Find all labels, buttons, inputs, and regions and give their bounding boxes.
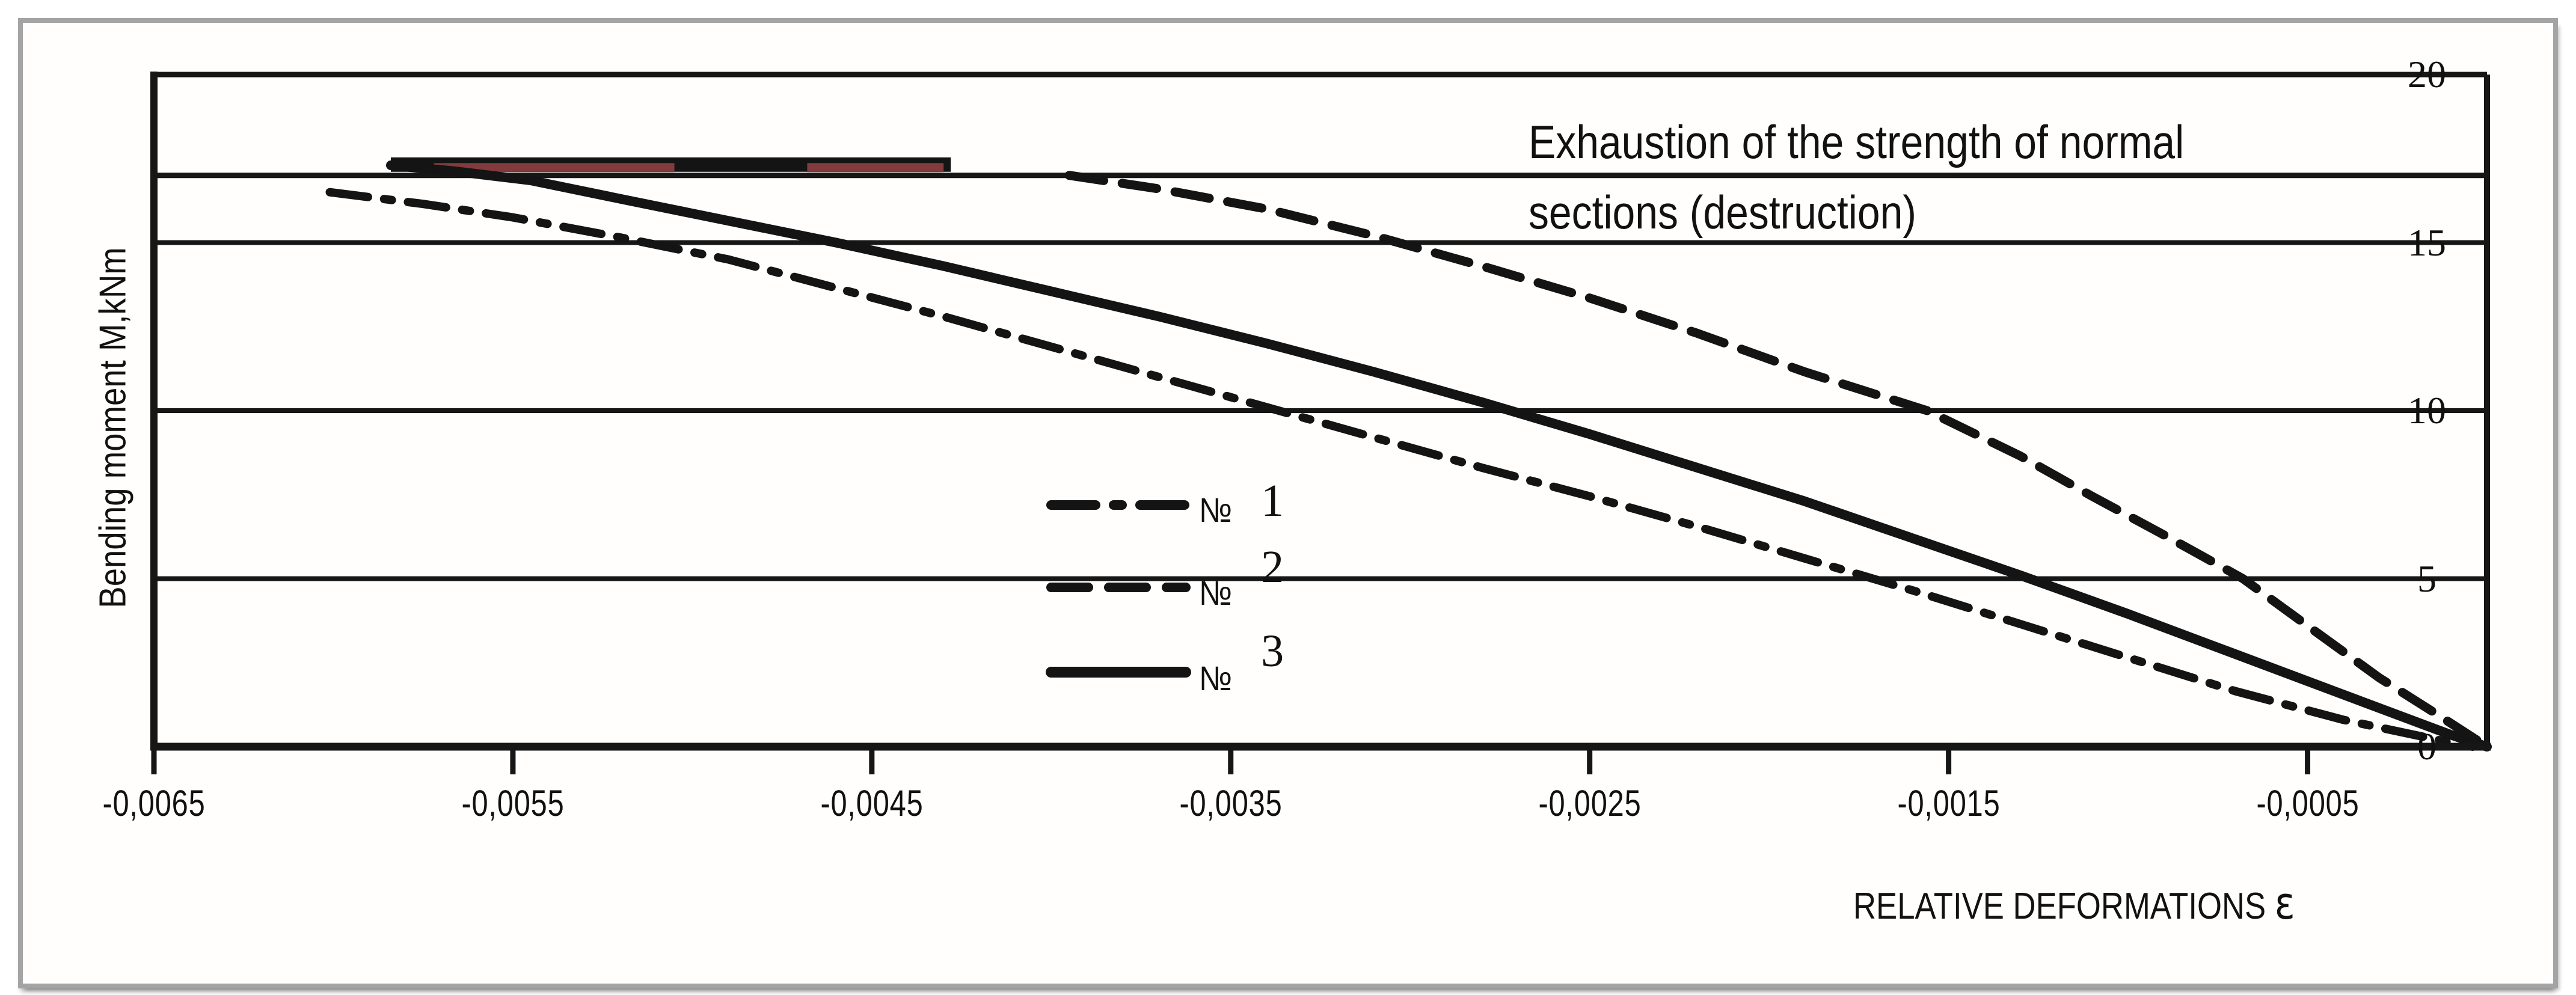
x-axis-title: RELATIVE DEFORMATIONS ε: [1853, 878, 2295, 929]
y-tick-label-0: 0: [2417, 725, 2436, 768]
legend-no-sign: №: [1199, 491, 1233, 530]
curve-№-2: [1064, 171, 2492, 752]
chart-title-line1: Exhaustion of the strength of normal: [1529, 115, 2185, 168]
legend-item-2: №2: [1199, 542, 1284, 616]
x-tick-label-7: -0,0005: [2256, 783, 2360, 824]
curve-№-1: [325, 188, 2477, 751]
y-tick-label-10: 10: [2408, 389, 2446, 432]
chart-title: Exhaustion of the strength of normal sec…: [1529, 107, 2184, 248]
legend-number: 3: [1261, 626, 1284, 676]
legend-item-3: №3: [1199, 626, 1284, 702]
y-tick-label-5: 5: [2417, 557, 2436, 600]
legend-number: 2: [1261, 542, 1284, 592]
x-tick-label-2: -0,0055: [461, 783, 565, 824]
legend-number: 1: [1261, 476, 1284, 526]
legend-item-1: № 1: [1199, 476, 1284, 533]
x-tick-label-4: -0,0035: [1179, 783, 1283, 824]
x-tick-label-5: -0,0025: [1538, 783, 1642, 824]
legend-no-sign: №: [1199, 574, 1233, 613]
y-axis-title: Bending moment M,kNm: [92, 247, 134, 608]
curve-№-3: [386, 160, 2492, 752]
chart-title-line2: sections (destruction): [1529, 186, 1916, 239]
x-tick-label-3: -0,0045: [820, 783, 924, 824]
x-tick-label-6: -0,0015: [1897, 783, 2001, 824]
epsilon-symbol: ε: [2274, 878, 2295, 929]
y-tick-label-15: 15: [2408, 221, 2446, 264]
x-axis-title-text: RELATIVE DEFORMATIONS: [1853, 886, 2266, 927]
legend-no-sign: №: [1199, 660, 1233, 698]
chart-frame: [18, 18, 2558, 988]
y-tick-label-20: 20: [2408, 53, 2446, 96]
x-tick-label-1: -0,0065: [102, 783, 206, 824]
